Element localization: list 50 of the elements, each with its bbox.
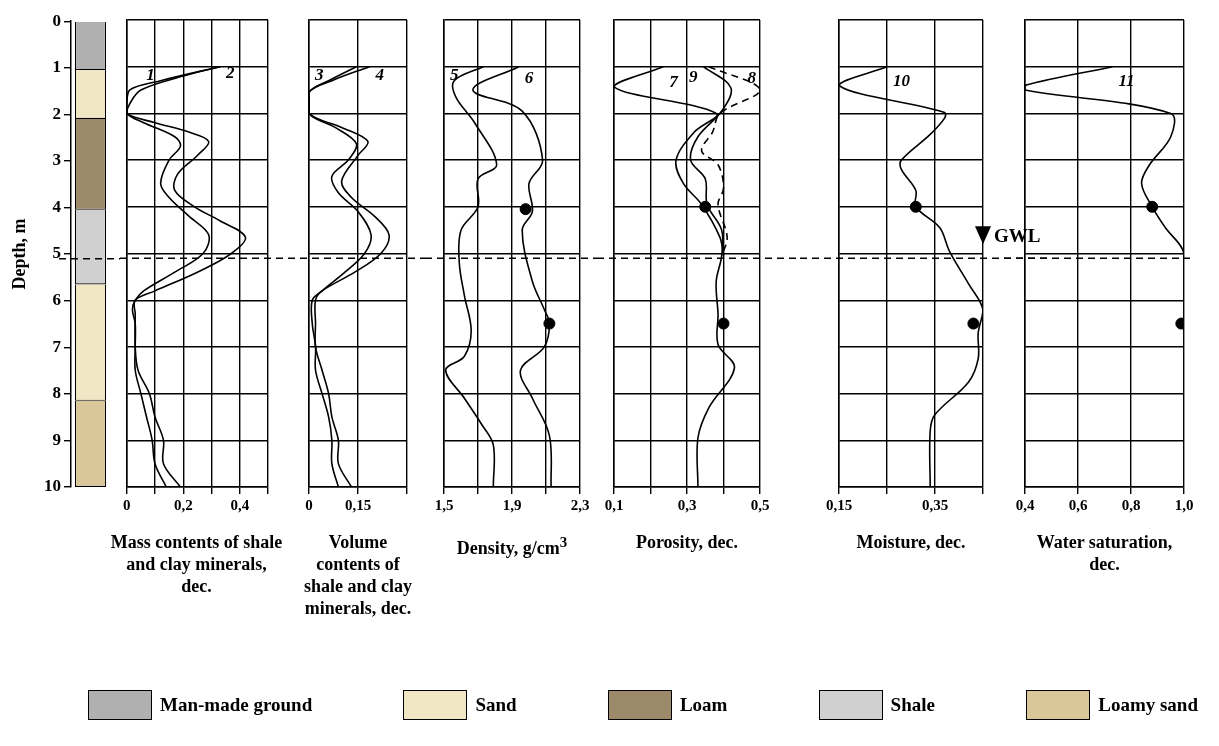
- series-label: 6: [524, 67, 534, 87]
- legend-label: Sand: [475, 694, 517, 716]
- x-axis-title: Density, g/cm$^{3}$: [455, 533, 569, 559]
- y-tick-label: 2: [52, 103, 61, 123]
- legend-label: Shale: [890, 694, 935, 716]
- x-tick-label: 0,4: [230, 496, 250, 513]
- legend-label: Loam: [679, 694, 728, 716]
- x-axis-title: Water saturation, dec.: [1035, 531, 1174, 575]
- x-tick-label: 1,5: [434, 496, 454, 513]
- x-tick-label: 0,1: [604, 496, 624, 513]
- y-tick-label: 4: [52, 196, 62, 216]
- x-axis-title: Mass contents of shale and clay minerals, dec.: [109, 531, 284, 597]
- y-tick-label: 6: [52, 290, 61, 310]
- y-axis-title: Depth, m: [9, 218, 30, 290]
- x-axis-title: Moisture, dec.: [855, 531, 967, 553]
- x-tick-label: 0,3: [677, 496, 697, 513]
- series-label: 3: [314, 64, 324, 84]
- y-tick-label: 1: [52, 57, 61, 77]
- x-tick-label: 2,3: [570, 496, 590, 513]
- x-tick-label: 1,9: [502, 496, 522, 513]
- y-tick-label: 0: [52, 10, 61, 30]
- x-tick-label: 0: [305, 496, 313, 513]
- x-tick-label: 0,2: [173, 496, 193, 513]
- series-label: 5: [450, 64, 459, 84]
- x-axis-title: Porosity, dec.: [634, 531, 740, 553]
- legend-label: Loamy sand: [1098, 694, 1198, 716]
- y-tick-label: 8: [52, 383, 61, 403]
- x-tick-label: 0,15: [344, 496, 372, 513]
- x-tick-label: 0,4: [1015, 496, 1035, 513]
- y-tick-label: 7: [52, 336, 62, 356]
- series-label: 4: [374, 64, 384, 84]
- y-tick-label: 10: [44, 476, 61, 496]
- legend-label: Man-made ground: [160, 694, 313, 716]
- x-tick-label: 0: [123, 496, 131, 513]
- x-tick-label: 0,5: [750, 496, 770, 513]
- y-tick-label: 9: [52, 429, 61, 449]
- x-tick-label: 1,0: [1174, 496, 1194, 513]
- y-tick-label: 3: [52, 150, 61, 170]
- x-tick-label: 0,15: [825, 496, 853, 513]
- series-label: 8: [747, 67, 757, 87]
- series-label: 9: [688, 67, 698, 87]
- x-tick-label: 0,6: [1068, 496, 1088, 513]
- x-axis-title: Volume contents of shale and clay minerals, dec.: [303, 531, 413, 619]
- x-tick-label: 0,8: [1121, 496, 1141, 513]
- series-label: 2: [224, 62, 235, 82]
- series-label: 10: [893, 70, 911, 90]
- series-label: 7: [669, 71, 680, 91]
- y-tick-label: 5: [52, 243, 61, 263]
- series-label: 1: [146, 64, 155, 84]
- x-tick-label: 0,35: [921, 496, 949, 513]
